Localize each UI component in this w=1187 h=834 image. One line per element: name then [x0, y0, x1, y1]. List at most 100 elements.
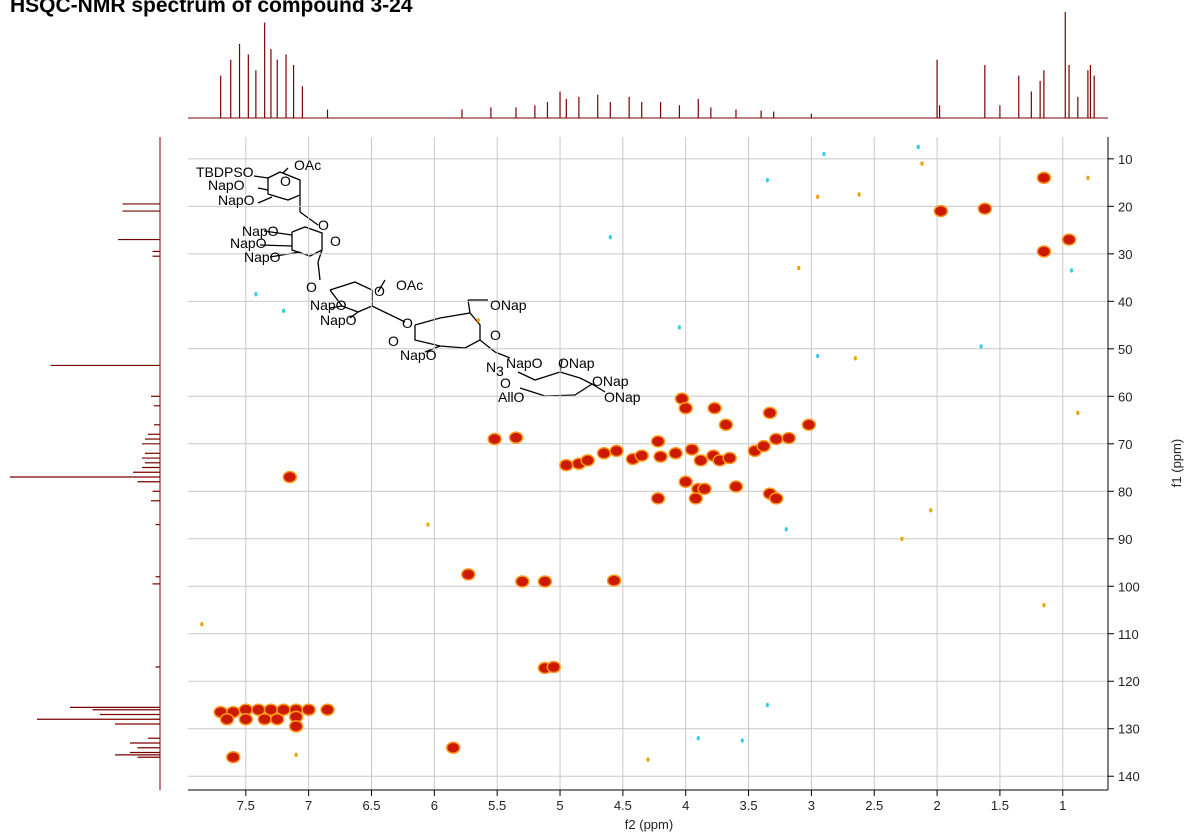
structure-label: ONap — [490, 297, 527, 313]
x-tick-label: 1 — [1059, 798, 1066, 813]
x-tick-label: 4 — [682, 798, 689, 813]
y-tick-label: 70 — [1118, 437, 1132, 452]
structure-label: O — [490, 327, 501, 343]
structure-label: O — [280, 173, 291, 189]
cross-peak — [426, 522, 430, 527]
cross-peak — [546, 660, 561, 674]
cross-peak — [677, 325, 682, 330]
x-tick-label: 6 — [431, 798, 438, 813]
structure-label: NapO — [400, 347, 437, 363]
cross-peak — [650, 435, 666, 448]
cross-peak — [668, 447, 683, 460]
structure-label: ONap — [592, 373, 629, 389]
cross-peak — [269, 712, 285, 726]
y-tick-label: 40 — [1118, 294, 1132, 309]
x-tick-label: 7.5 — [237, 798, 255, 813]
cross-peak — [294, 752, 298, 758]
cross-peak — [756, 439, 771, 453]
structure-label: O — [318, 217, 329, 233]
cross-peak — [288, 720, 304, 733]
cross-peak — [920, 161, 924, 166]
y-tick-label: 100 — [1118, 579, 1140, 594]
structure-label: NapO — [506, 355, 543, 371]
cross-peak — [722, 451, 737, 465]
y-tick-label: 140 — [1118, 769, 1140, 784]
y-tick-label: 50 — [1118, 342, 1132, 357]
structure-label: O — [330, 233, 341, 249]
structure-label: O — [388, 333, 399, 349]
cross-peak — [900, 536, 904, 541]
cross-peak — [784, 527, 788, 532]
cross-peak — [929, 508, 933, 513]
x-tick-label: 3.5 — [740, 798, 758, 813]
cross-peak — [1042, 603, 1046, 608]
cross-peak — [1036, 245, 1052, 258]
structure-label: NapO — [218, 192, 255, 208]
cross-peak — [515, 575, 530, 588]
structure-label: NapO — [310, 297, 347, 313]
cross-peak — [559, 458, 574, 472]
structure-label: OAc — [294, 157, 321, 173]
cross-peak — [765, 178, 769, 183]
y-tick-label: 90 — [1118, 532, 1132, 547]
x-tick-label: 5 — [556, 798, 563, 813]
y-tick-label: 30 — [1118, 247, 1132, 262]
cross-peak — [816, 194, 820, 200]
cross-peak — [693, 454, 709, 467]
x-tick-label: 1.5 — [991, 798, 1009, 813]
cross-peak — [1036, 171, 1052, 185]
structure-label: AllO — [498, 389, 525, 405]
cross-peak — [1069, 268, 1074, 273]
cross-peak — [537, 575, 553, 588]
cross-peak — [696, 736, 700, 741]
cross-peak — [768, 432, 784, 446]
cross-peak — [301, 703, 316, 716]
cross-peak — [609, 444, 624, 458]
x-tick-label: 3 — [808, 798, 815, 813]
structure-label: O — [402, 315, 413, 331]
cross-peak — [697, 482, 712, 496]
cross-peak — [801, 418, 817, 432]
structure-label: O — [374, 283, 385, 299]
cross-peak — [653, 450, 668, 463]
cross-peak — [606, 574, 622, 587]
cross-peak — [219, 712, 235, 726]
cross-peak — [781, 431, 797, 445]
cross-peak — [487, 432, 502, 446]
x-tick-label: 2.5 — [865, 798, 883, 813]
y-axis-label: f1 (ppm) — [1169, 439, 1184, 487]
cross-peak — [688, 492, 704, 505]
cross-peak — [977, 202, 993, 215]
structure-label: O — [306, 279, 317, 295]
x-tick-label: 4.5 — [614, 798, 632, 813]
cross-peak — [254, 291, 258, 297]
cross-peak — [461, 568, 476, 581]
cross-peak — [718, 418, 734, 432]
cross-peak — [238, 712, 254, 726]
cross-peak — [200, 622, 204, 627]
structure-label: NapO — [230, 235, 267, 251]
structure-label: NapO — [320, 312, 357, 328]
x-tick-label: 6.5 — [362, 798, 380, 813]
cross-peak — [646, 757, 650, 762]
x-tick-label: 7 — [305, 798, 312, 813]
cross-peak — [508, 431, 524, 444]
y-tick-label: 120 — [1118, 674, 1140, 689]
molecule-bonds — [253, 167, 606, 397]
cross-peak — [822, 151, 826, 157]
structure-label: N — [486, 359, 496, 375]
cross-peak — [678, 475, 693, 489]
y-tick-label: 20 — [1118, 199, 1132, 214]
cross-peak — [634, 449, 649, 462]
cross-peak — [765, 702, 769, 708]
cross-peak — [1076, 410, 1080, 416]
structure-label: 3 — [496, 363, 504, 379]
cross-peak — [857, 192, 861, 197]
y-tick-label: 10 — [1118, 152, 1132, 167]
x-tick-label: 2 — [933, 798, 940, 813]
structure-label: NapO — [208, 177, 245, 193]
structure-label: TBDPSO — [196, 164, 254, 180]
cross-peak — [282, 470, 298, 484]
cross-peak — [853, 356, 857, 361]
